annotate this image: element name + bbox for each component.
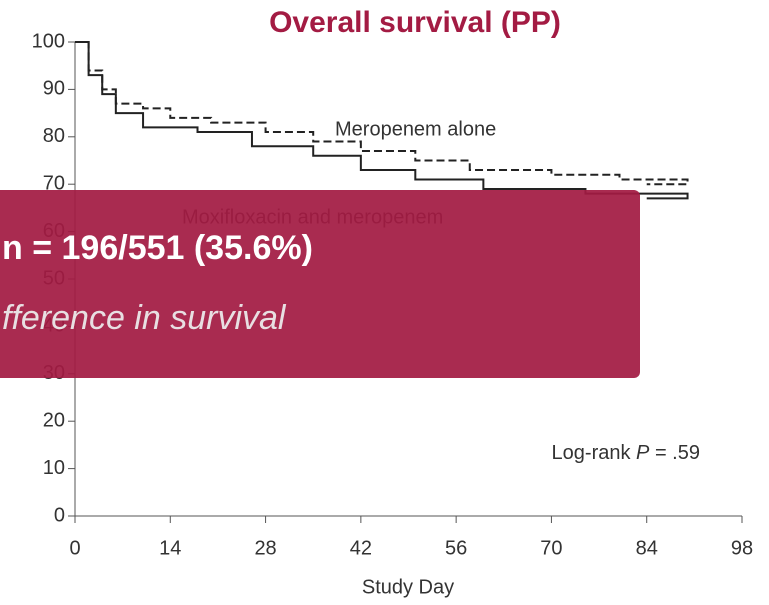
- x-tick-label: 0: [69, 537, 80, 559]
- overlay-box: [0, 190, 640, 378]
- x-tick-label: 84: [636, 537, 658, 559]
- series-label: Meropenem alone: [335, 118, 496, 140]
- y-tick-label: 0: [54, 504, 65, 526]
- overlay-line: fference in survival: [2, 299, 287, 337]
- overlay-line: n = 196/551 (35.6%): [2, 229, 313, 267]
- y-tick-label: 80: [43, 125, 65, 147]
- x-tick-label: 42: [350, 537, 372, 559]
- annotation-text: P: [636, 442, 650, 464]
- y-tick-label: 90: [43, 78, 65, 100]
- annotation: Log-rank P = .59: [552, 442, 700, 464]
- chart-title: Overall survival (PP): [269, 6, 561, 39]
- x-tick-label: 56: [445, 537, 467, 559]
- x-tick-label: 28: [254, 537, 276, 559]
- annotation-text: = .59: [649, 442, 700, 464]
- y-tick-label: 100: [32, 30, 65, 52]
- y-tick-label: 70: [43, 172, 65, 194]
- x-tick-label: 70: [540, 537, 562, 559]
- y-tick-label: 10: [43, 457, 65, 479]
- survival-curve: [75, 41, 689, 186]
- x-axis-label: Study Day: [362, 576, 454, 598]
- x-tick-label: 98: [731, 537, 753, 559]
- x-tick-label: 14: [159, 537, 181, 559]
- survival-curve: [75, 41, 689, 200]
- annotation-text: Log-rank: [552, 442, 637, 464]
- y-tick-label: 20: [43, 409, 65, 431]
